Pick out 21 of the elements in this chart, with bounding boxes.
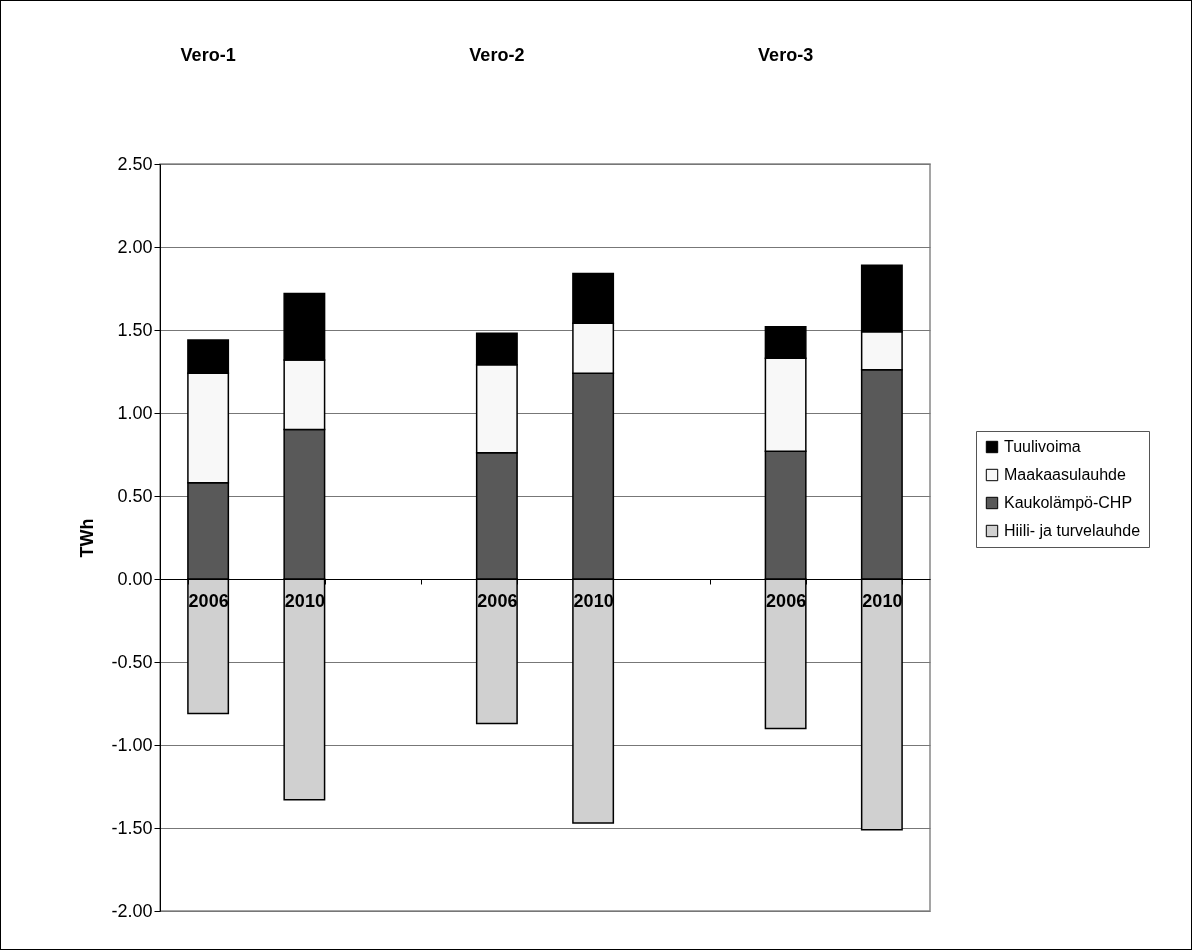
y-tick-label: -1.00: [111, 734, 153, 755]
y-axis-title: TWh: [77, 518, 98, 558]
y-tick-label: -1.50: [111, 817, 153, 838]
legend-label: Tuulivoima: [1004, 438, 1081, 455]
y-tick-label: 2.50: [117, 153, 153, 174]
y-tick-label: 1.50: [117, 319, 153, 340]
text: Vero-2: [469, 45, 525, 65]
x-tick-label: 2006: [188, 590, 229, 611]
y-tick-label: 1.00: [117, 402, 153, 423]
y-tick-label: 0.50: [117, 485, 153, 506]
y-tick-label: 2.00: [117, 236, 153, 257]
legend-label: Hiili- ja turvelauhde: [1004, 522, 1141, 539]
x-tick-label: 2010: [284, 590, 325, 611]
legend-label: Maakaasulauhde: [1004, 466, 1126, 483]
legend-label: Kaukolämpö-CHP: [1004, 494, 1133, 511]
y-tick-label: -0.50: [111, 651, 153, 672]
text: Vero-3: [758, 45, 814, 65]
y-tick-label: 0.00: [117, 568, 153, 589]
text: Vero-1: [180, 45, 236, 65]
x-tick-label: 2010: [573, 590, 614, 611]
y-tick-label: -2.00: [111, 900, 153, 921]
